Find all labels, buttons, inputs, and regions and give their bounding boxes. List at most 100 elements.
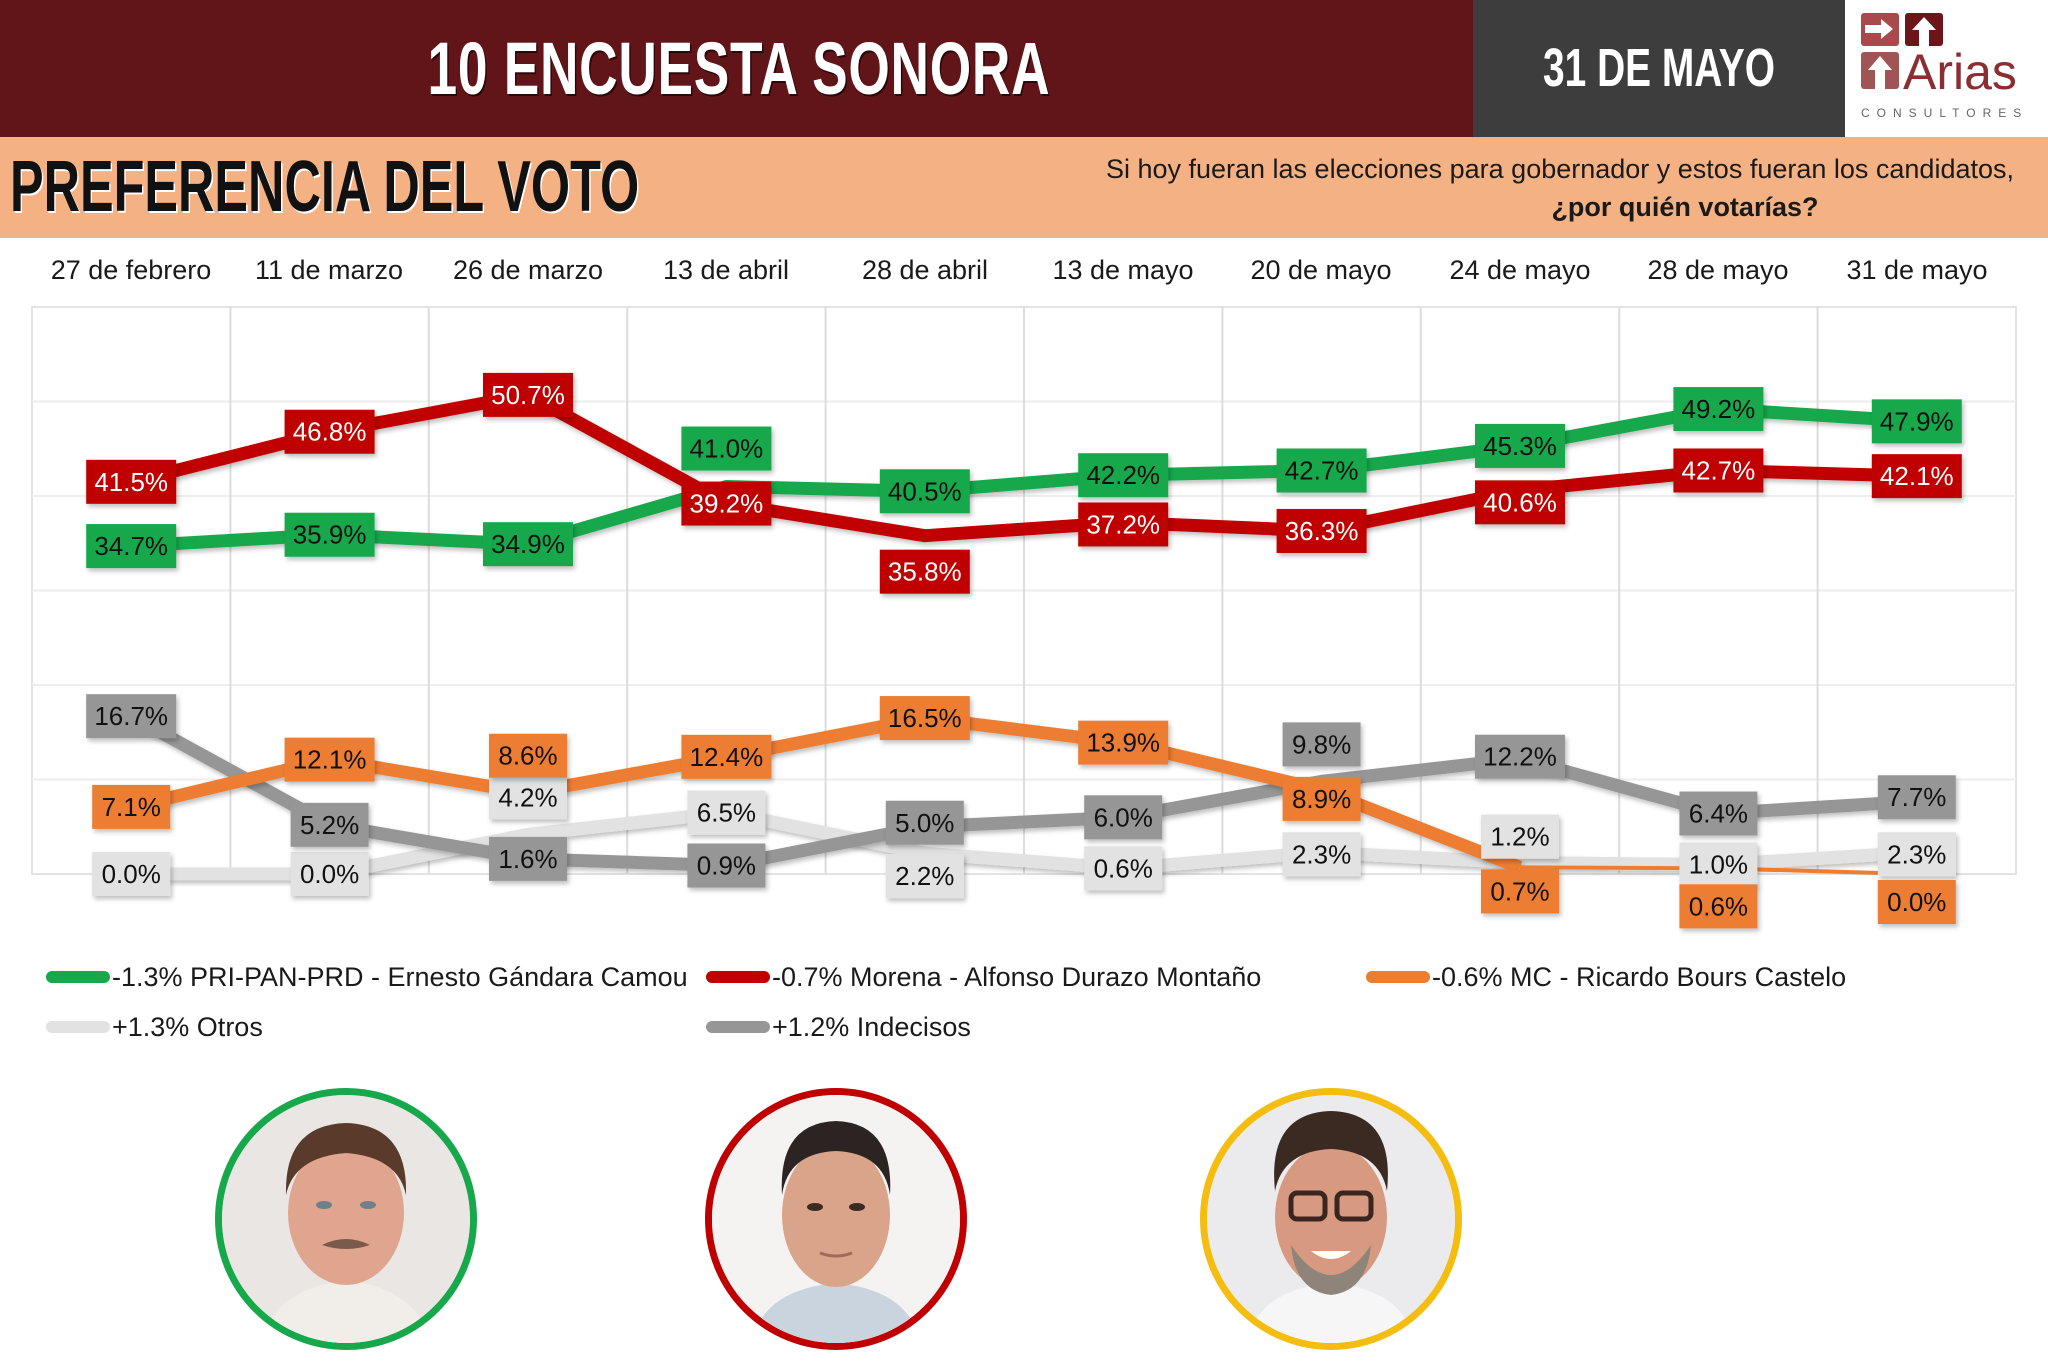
- data-label-text: 6.0%: [1094, 802, 1153, 832]
- legend-item-indecisos: +1.2% Indecisos: [706, 1005, 971, 1049]
- data-label-text: 16.7%: [94, 701, 168, 731]
- data-label-box: [1679, 842, 1758, 887]
- data-label-text: 2.2%: [895, 861, 954, 891]
- data-label-mc: 0.0%: [1877, 880, 1956, 924]
- question-line-2: ¿por quién votarías?: [1551, 192, 1819, 222]
- data-label-box: [483, 372, 573, 417]
- data-label-box: [1475, 480, 1565, 525]
- data-label-text: 45.3%: [1483, 431, 1557, 461]
- data-label-indecisos: 5.2%: [290, 802, 369, 847]
- data-label-text: 35.9%: [293, 520, 367, 550]
- data-label-box: [284, 409, 375, 454]
- data-label-box: [1475, 423, 1565, 468]
- candidate-photo-durazo: [705, 1088, 967, 1350]
- data-label-morena: 42.1%: [1871, 454, 1962, 499]
- x-tick-label: 28 de abril: [861, 255, 989, 285]
- data-label-text: 46.8%: [293, 417, 367, 447]
- legend-label: -1.3% PRI-PAN-PRD - Ernesto Gándara Camo…: [112, 962, 688, 992]
- data-label-mc: 0.6%: [1679, 884, 1758, 929]
- data-label-pri-pan-prd: 35.9%: [284, 512, 375, 557]
- data-label-box: [687, 843, 766, 888]
- chart-legend: -1.3% PRI-PAN-PRD - Ernesto Gándara Camo…: [0, 955, 2048, 1065]
- data-label-otros: 0.6%: [1084, 846, 1163, 891]
- data-label-mc: 16.5%: [879, 696, 970, 741]
- data-label-box: [284, 512, 375, 557]
- data-label-box: [885, 854, 964, 899]
- data-label-morena: 37.2%: [1078, 502, 1169, 547]
- arias-logo-icon: Arias CONSULTORES: [1861, 13, 2021, 120]
- data-label-box: [1282, 776, 1361, 821]
- data-label-morena: 42.7%: [1673, 448, 1764, 493]
- person-portrait-icon: [222, 1095, 470, 1343]
- data-label-text: 42.1%: [1880, 461, 1954, 491]
- data-label-text: 0.9%: [697, 850, 756, 880]
- data-label-box: [681, 481, 772, 526]
- data-label-text: 40.6%: [1483, 487, 1557, 517]
- data-label-box: [92, 784, 171, 829]
- x-tick-label: 27 de febrero: [50, 255, 212, 285]
- data-label-otros: 2.3%: [1282, 832, 1361, 877]
- data-label-morena: 39.2%: [681, 481, 772, 526]
- data-label-morena: 41.5%: [86, 459, 177, 504]
- data-label-text: 8.9%: [1292, 784, 1351, 814]
- candidate-photo-bours: [1200, 1088, 1462, 1350]
- legend-item-pri-pan-prd: -1.3% PRI-PAN-PRD - Ernesto Gándara Camo…: [46, 955, 688, 999]
- data-label-text: 49.2%: [1682, 394, 1756, 424]
- x-axis-labels: 27 de febrero 11 de marzo 26 de marzo 13…: [32, 248, 2016, 292]
- section-title: PREFERENCIA DEL VOTO: [10, 147, 640, 227]
- data-label-text: 12.4%: [690, 742, 764, 772]
- data-label-pri-pan-prd: 45.3%: [1475, 423, 1565, 468]
- data-label-box: [879, 469, 970, 514]
- data-label-mc: 12.4%: [681, 734, 772, 779]
- data-label-pri-pan-prd: 41.0%: [681, 426, 772, 471]
- data-label-text: 4.2%: [498, 782, 557, 812]
- data-label-indecisos: 16.7%: [86, 694, 177, 739]
- data-label-box: [489, 836, 567, 881]
- x-tick-label: 26 de marzo: [452, 255, 604, 285]
- data-label-text: 0.6%: [1094, 853, 1153, 883]
- legend-item-morena: -0.7% Morena - Alfonso Durazo Montaño: [706, 955, 1261, 999]
- data-label-text: 0.6%: [1689, 891, 1748, 921]
- data-label-box: [1877, 880, 1956, 924]
- data-label-box: [1871, 454, 1962, 499]
- data-label-text: 12.2%: [1483, 742, 1557, 772]
- vote-preference-line-chart: 0.0% 0.0% 4.2% 6.5% 2.2% 0.6% 2.3% 1.2% 1.0% 2.3%…: [31, 306, 2017, 929]
- data-label-otros: 0.0%: [290, 852, 369, 896]
- data-label-text: 0.0%: [102, 859, 161, 889]
- data-label-text: 0.0%: [1887, 887, 1946, 917]
- data-label-morena: 40.6%: [1475, 480, 1565, 525]
- data-label-text: 6.5%: [697, 798, 756, 828]
- data-label-mc: 8.6%: [489, 733, 567, 778]
- data-label-otros: 1.0%: [1679, 842, 1758, 887]
- data-label-morena: 36.3%: [1276, 508, 1367, 553]
- data-label-box: [1078, 453, 1169, 498]
- data-label-text: 39.2%: [690, 489, 764, 519]
- data-label-text: 5.0%: [895, 808, 954, 838]
- data-label-text: 13.9%: [1086, 728, 1160, 758]
- data-label-pri-pan-prd: 49.2%: [1673, 387, 1764, 432]
- data-label-mc: 7.1%: [92, 784, 171, 829]
- person-portrait-icon: [712, 1095, 960, 1343]
- logo-wordmark: Arias: [1903, 44, 2017, 100]
- data-label-morena: 46.8%: [284, 409, 375, 454]
- data-label-indecisos: 1.6%: [489, 836, 567, 881]
- x-tick-label: 31 de mayo: [1846, 255, 1988, 285]
- data-label-text: 1.2%: [1490, 822, 1549, 852]
- x-tick-label: 13 de abril: [662, 255, 790, 285]
- survey-title: 10 ENCUESTA SONORA: [427, 27, 1051, 110]
- data-label-text: 6.4%: [1689, 799, 1748, 829]
- data-label-text: 7.1%: [102, 792, 161, 822]
- data-label-box: [284, 737, 375, 782]
- data-label-box: [1673, 387, 1764, 432]
- date-box: 31 DE MAYO 2021: [1473, 0, 1845, 235]
- data-label-box: [1679, 884, 1758, 929]
- data-label-text: 0.7%: [1490, 876, 1549, 906]
- data-label-box: [1084, 846, 1163, 891]
- legend-item-otros: +1.3% Otros: [46, 1005, 263, 1049]
- data-label-indecisos: 5.0%: [885, 800, 964, 845]
- data-label-text: 50.7%: [491, 380, 565, 410]
- data-label-text: 2.3%: [1292, 839, 1351, 869]
- data-label-otros: 2.3%: [1877, 832, 1956, 877]
- data-label-indecisos: 12.2%: [1475, 734, 1565, 779]
- data-label-indecisos: 0.9%: [687, 843, 766, 888]
